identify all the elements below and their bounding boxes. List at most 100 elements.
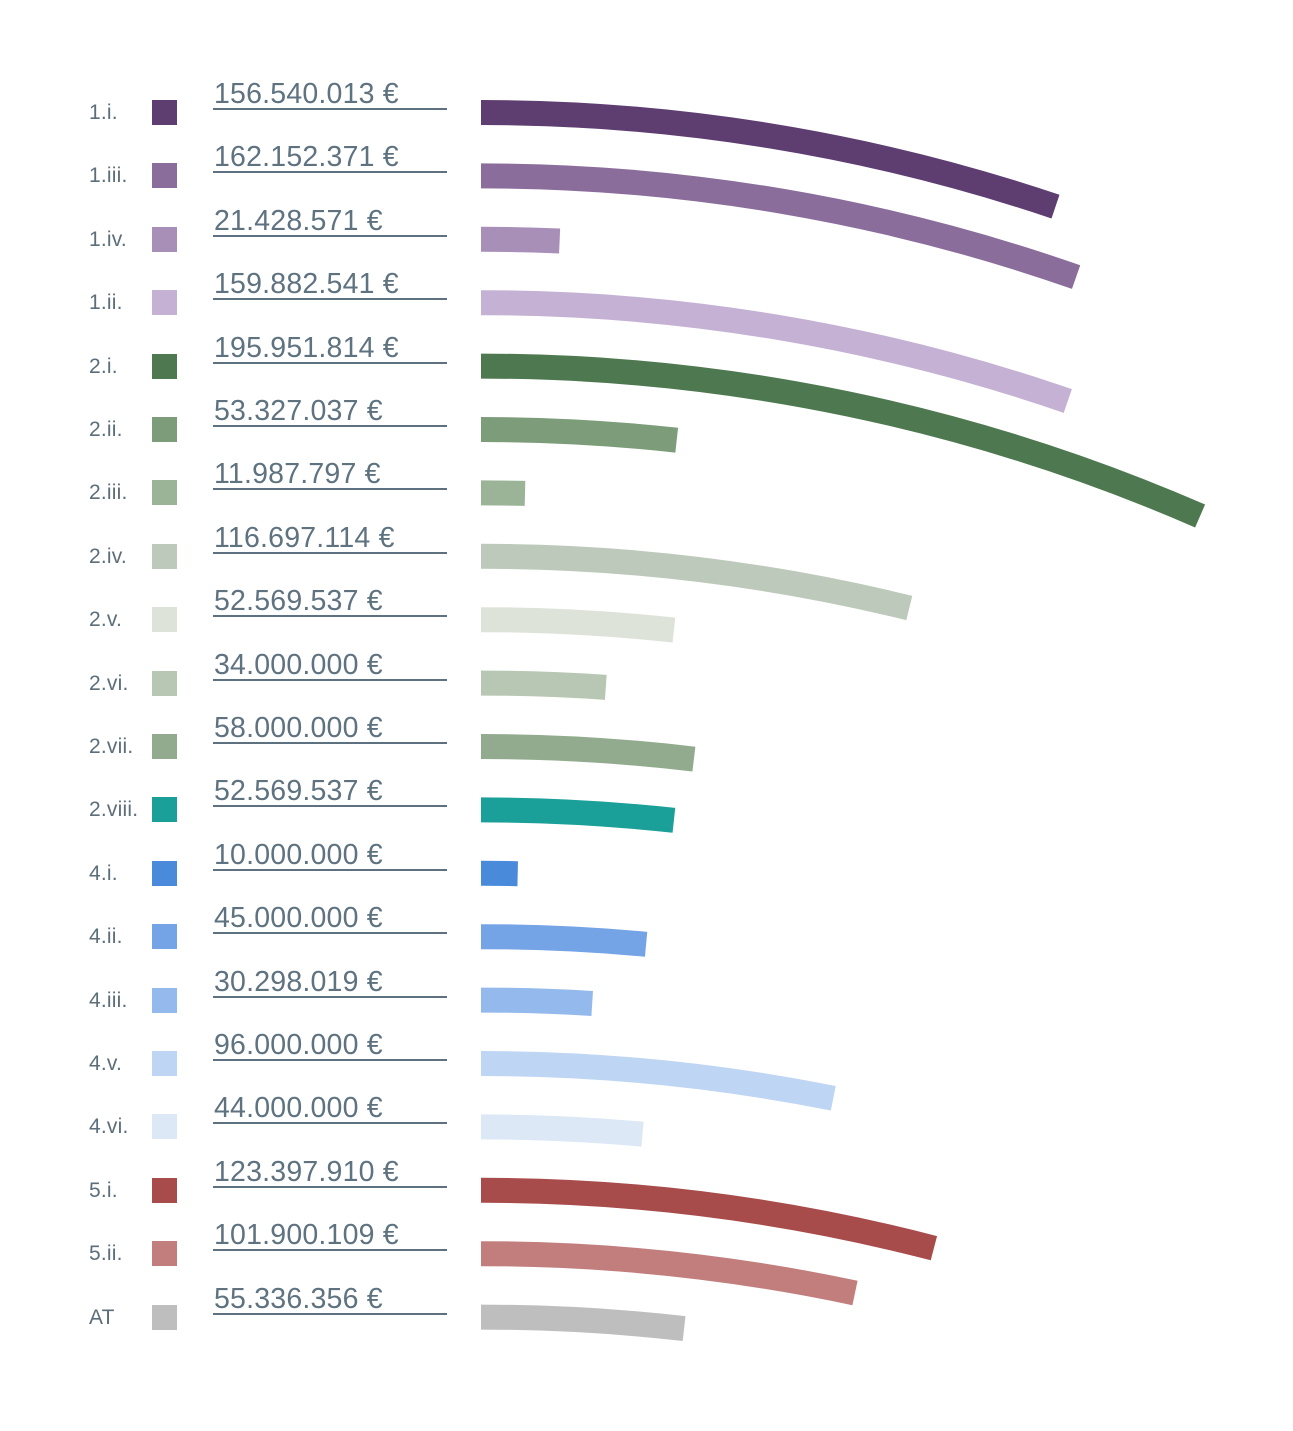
category-label: 2.vi. <box>89 671 129 695</box>
legend-swatch <box>152 607 177 633</box>
value-underline <box>213 742 447 744</box>
value-bar <box>480 607 676 643</box>
legend-swatch <box>152 924 177 950</box>
value-underline <box>213 932 447 935</box>
value-underline <box>213 868 447 871</box>
value-underline <box>213 298 447 301</box>
value-underline <box>213 615 447 618</box>
value-label: 101.900.109 € <box>214 1219 399 1252</box>
value-bar <box>480 797 676 833</box>
value-label: 10.000.000 € <box>214 838 383 871</box>
category-label: 1.ii. <box>89 291 123 315</box>
value-label: 156.540.013 € <box>214 78 399 110</box>
value-label: 195.951.814 € <box>214 331 399 364</box>
legend-swatch <box>152 226 177 252</box>
value-label: 34.000.000 € <box>214 648 383 681</box>
value-underline <box>213 805 447 808</box>
value-label: 96.000.000 € <box>214 1029 383 1061</box>
value-bar <box>480 670 607 700</box>
value-label: 52.569.537 € <box>214 775 383 808</box>
value-underline <box>213 425 447 427</box>
value-bar <box>480 1114 644 1147</box>
value-label: 123.397.910 € <box>214 1155 399 1188</box>
value-label: 30.298.019 € <box>214 965 383 998</box>
category-label: 1.iii. <box>89 164 128 188</box>
category-label: 2.iii. <box>89 481 128 505</box>
value-label: 58.000.000 € <box>214 712 383 744</box>
value-underline <box>213 995 447 998</box>
value-label: 21.428.571 € <box>214 204 383 237</box>
category-label: 2.viii. <box>89 798 139 822</box>
legend-swatch <box>152 797 177 823</box>
category-label: 2.ii. <box>89 418 123 441</box>
value-label: 52.569.537 € <box>214 585 383 618</box>
value-bar <box>480 1177 938 1261</box>
value-underline <box>213 1122 447 1125</box>
value-bar <box>480 100 1060 219</box>
value-bar <box>480 1304 686 1342</box>
category-label: 4.iii. <box>89 988 128 1012</box>
category-label: 4.v. <box>89 1052 123 1075</box>
value-label: 159.882.541 € <box>214 268 399 301</box>
legend-swatch <box>152 860 177 886</box>
value-bar <box>480 733 696 772</box>
value-label: 45.000.000 € <box>214 902 383 935</box>
legend-swatch <box>152 734 177 759</box>
value-underline <box>213 1185 447 1188</box>
value-bar <box>480 543 913 621</box>
value-underline <box>213 361 447 364</box>
category-label: AT <box>89 1305 115 1329</box>
legend-swatch <box>152 670 177 696</box>
legend-swatch <box>152 1051 177 1076</box>
legend-swatch <box>152 290 177 316</box>
value-bar <box>480 924 648 957</box>
value-bar <box>480 163 1081 289</box>
value-bar <box>480 417 679 453</box>
category-label: 4.ii. <box>89 925 123 949</box>
value-underline <box>213 1312 447 1315</box>
value-label: 11.987.797 € <box>214 458 381 491</box>
legend-swatch <box>152 100 177 125</box>
value-bar <box>480 480 526 506</box>
category-label: 2.v. <box>89 608 123 632</box>
value-underline <box>213 234 447 237</box>
category-label: 2.i. <box>89 354 118 378</box>
legend-swatch <box>152 163 177 189</box>
value-underline <box>213 678 447 681</box>
legend-swatch <box>152 987 177 1013</box>
category-label: 1.i. <box>89 101 118 124</box>
value-bar <box>480 226 561 254</box>
category-label: 5.ii. <box>89 1242 123 1266</box>
category-label: 2.iv. <box>89 544 127 568</box>
legend-swatch <box>152 543 177 569</box>
legend-swatch <box>152 1177 177 1203</box>
value-label: 162.152.371 € <box>214 141 399 174</box>
legend-swatch <box>152 480 177 506</box>
value-label: 44.000.000 € <box>214 1092 383 1125</box>
value-label: 53.327.037 € <box>214 395 383 427</box>
category-label: 4.vi. <box>89 1115 129 1139</box>
category-label: 5.i. <box>89 1178 118 1202</box>
value-bar <box>480 353 1206 528</box>
value-underline <box>213 171 447 174</box>
value-underline <box>213 1249 447 1252</box>
legend-swatch <box>152 1114 177 1140</box>
value-bar <box>480 987 593 1016</box>
legend-swatch <box>152 417 177 442</box>
value-bar <box>480 290 1072 413</box>
value-bar <box>480 1241 858 1306</box>
value-underline <box>213 488 447 491</box>
value-underline <box>213 1059 447 1061</box>
legend-swatch <box>152 353 177 379</box>
legend-swatch <box>152 1304 177 1330</box>
category-label: 2.vii. <box>89 735 134 758</box>
value-label: 116.697.114 € <box>214 521 395 554</box>
category-label: 1.iv. <box>89 227 127 251</box>
value-bar <box>480 1051 836 1111</box>
legend-swatch <box>152 1241 177 1267</box>
value-label: 55.336.356 € <box>214 1282 383 1315</box>
value-underline <box>213 108 447 110</box>
category-label: 4.i. <box>89 861 118 885</box>
